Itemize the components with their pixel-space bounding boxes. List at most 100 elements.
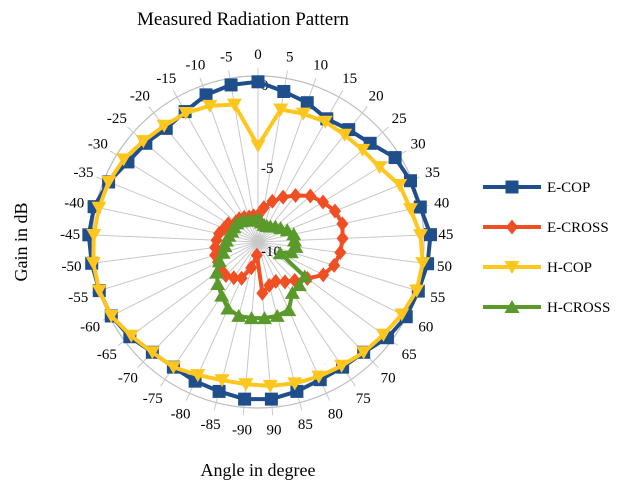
data-point — [262, 379, 278, 393]
data-point — [211, 254, 227, 268]
data-point — [329, 203, 342, 219]
angle-tick-label: 35 — [425, 165, 440, 181]
data-point — [214, 288, 230, 302]
legend-label: H-CROSS — [547, 300, 610, 316]
spoke-line — [257, 241, 399, 346]
data-point — [334, 359, 350, 373]
data-point — [286, 233, 302, 247]
data-point — [214, 374, 230, 388]
angle-tick-label: 25 — [392, 111, 407, 127]
data-point — [289, 188, 302, 204]
data-point — [103, 309, 119, 323]
data-point — [287, 377, 303, 391]
angle-tick-label: 85 — [298, 417, 313, 433]
angle-tick-label: -25 — [107, 111, 127, 127]
data-point — [244, 311, 260, 325]
data-point — [226, 98, 242, 112]
angle-tick-label: -55 — [68, 290, 88, 306]
data-point — [277, 189, 290, 205]
legend-item: E-COP — [483, 180, 590, 196]
angle-tick-label: -45 — [60, 227, 80, 243]
data-point — [317, 267, 330, 283]
data-point — [245, 260, 258, 276]
data-point — [304, 188, 317, 204]
data-point — [286, 227, 302, 241]
data-point — [91, 284, 107, 298]
data-point — [284, 285, 300, 299]
angle-tick-label: -90 — [232, 422, 252, 438]
angle-tick-label: 5 — [286, 50, 294, 66]
data-point — [336, 216, 349, 232]
data-point — [403, 174, 417, 188]
data-point — [202, 99, 218, 113]
x-axis-title: Angle in degree — [201, 460, 316, 480]
data-point — [413, 229, 429, 243]
data-point — [415, 257, 431, 271]
angle-tick-label: -5 — [220, 50, 233, 66]
data-point — [190, 369, 206, 383]
legend-marker — [506, 219, 518, 235]
angle-tick-label: -70 — [118, 371, 138, 387]
angle-tick-label: 10 — [313, 58, 328, 74]
angle-tick-label: 60 — [418, 320, 433, 336]
angle-tick-label: 45 — [438, 227, 453, 243]
angle-tick-label: 75 — [356, 391, 371, 407]
data-point — [165, 361, 181, 375]
data-point — [291, 278, 307, 292]
spoke-line — [102, 241, 259, 321]
angle-tick-label: -75 — [143, 391, 163, 407]
data-point — [297, 269, 313, 283]
data-point — [156, 119, 172, 133]
angle-tick-label: -30 — [88, 136, 108, 152]
data-point — [317, 194, 330, 210]
angle-tick-label: 30 — [411, 136, 426, 152]
angle-tick-label: -85 — [201, 417, 221, 433]
data-point — [290, 384, 304, 398]
data-point — [269, 308, 285, 322]
angle-tick-label: 20 — [369, 89, 384, 105]
data-point — [238, 392, 252, 406]
angle-tick-label: 55 — [430, 290, 445, 306]
data-point — [178, 107, 194, 121]
data-point — [135, 135, 151, 149]
data-point — [251, 75, 265, 89]
radial-tick-label: -5 — [261, 161, 274, 177]
data-point — [116, 153, 132, 167]
data-point — [423, 228, 437, 242]
legend-marker — [504, 300, 520, 313]
data-point — [283, 245, 299, 259]
series-layer — [82, 75, 437, 406]
data-point — [272, 246, 288, 260]
y-axis-title: Gain in dB — [11, 203, 31, 282]
data-point — [300, 96, 314, 110]
data-point — [235, 270, 248, 286]
series-h-cross — [209, 211, 313, 325]
data-point — [317, 115, 333, 129]
angle-tick-label: -40 — [64, 195, 84, 211]
chart-grid — [84, 68, 432, 416]
data-point — [334, 245, 347, 261]
data-point — [372, 161, 388, 175]
legend: E-COP E-CROSS H-COP H-CROSS — [483, 180, 610, 316]
data-point — [209, 265, 225, 279]
data-point — [264, 392, 278, 406]
data-point — [91, 201, 107, 215]
data-point — [273, 103, 289, 117]
data-point — [210, 276, 226, 290]
legend-label: E-COP — [547, 180, 590, 196]
data-point — [256, 285, 269, 301]
data-point — [256, 311, 272, 325]
data-point — [250, 139, 266, 153]
angle-tick-label: -20 — [130, 89, 150, 105]
data-point — [356, 346, 372, 360]
data-point — [311, 370, 327, 384]
data-point — [85, 257, 101, 271]
series-h-cop — [85, 98, 431, 393]
angle-tick-label: -35 — [74, 165, 94, 181]
angle-tick-label: 80 — [328, 406, 343, 422]
angle-tick-label: 40 — [434, 195, 449, 211]
data-point — [337, 128, 353, 142]
data-point — [144, 346, 160, 360]
data-point — [246, 213, 262, 227]
